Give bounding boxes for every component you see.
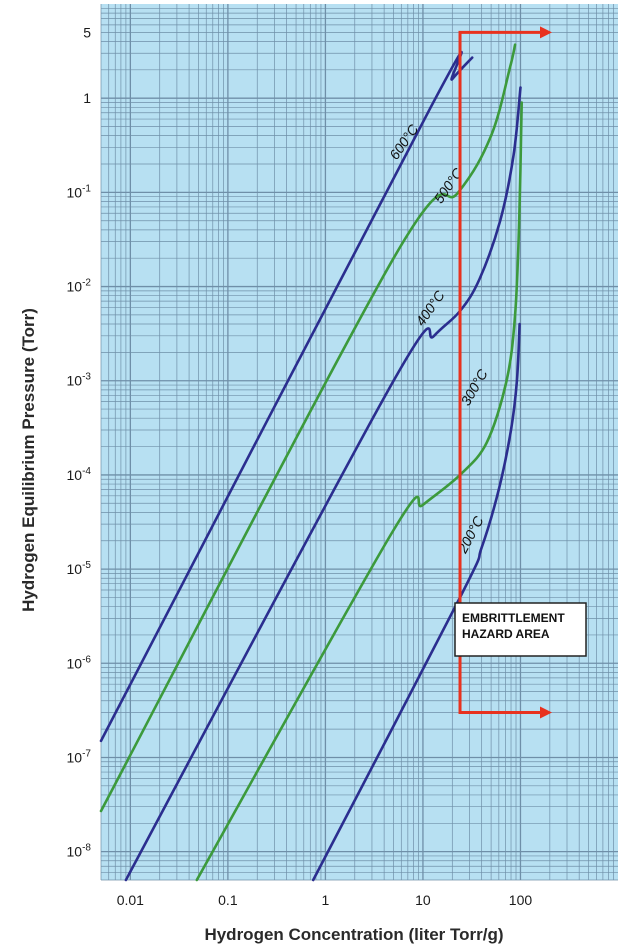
series-line [195, 101, 523, 882]
y-tick-label: 10-5 [67, 560, 92, 577]
hazard-label-line: HAZARD AREA [462, 627, 550, 641]
hazard-arrow-top [540, 26, 552, 39]
hazard-box [454, 602, 587, 657]
series-line [311, 322, 521, 882]
grid-lines [100, 4, 618, 881]
hazard-region [458, 26, 552, 719]
y-tick-label: 10-2 [67, 278, 92, 295]
x-tick-label: 100 [509, 892, 533, 908]
hazard-bracket-line [458, 30, 540, 715]
hazard-label-line: EMBRITTLEMENT [462, 611, 565, 625]
x-tick-label: 10 [415, 892, 431, 908]
data-series [99, 43, 523, 882]
series-line [99, 50, 474, 743]
x-tick-label: 0.01 [117, 892, 144, 908]
y-tick-labels: 5 1 10-1 10-2 10-3 10-4 10-5 10-6 10-7 10-8 [67, 24, 92, 859]
y-tick-label: 10-7 [67, 748, 92, 765]
y-tick-label: 10-8 [67, 843, 92, 860]
y-tick-label: 1 [83, 90, 91, 106]
series-line [99, 43, 517, 813]
y-tick-label: 10-6 [67, 654, 92, 671]
series-line [124, 86, 522, 882]
hazard-label-box: EMBRITTLEMENT HAZARD AREA [454, 602, 587, 657]
x-tick-labels: 0.01 0.1 1 10 100 [117, 892, 533, 908]
hazard-arrow-bottom [540, 706, 552, 719]
y-tick-label: 10-3 [67, 372, 92, 389]
x-tick-label: 0.1 [218, 892, 238, 908]
y-tick-label: 10-1 [67, 183, 92, 200]
x-axis-title: Hydrogen Concentration (liter Torr/g) [204, 925, 503, 944]
y-tick-label: 10-4 [67, 466, 92, 483]
y-tick-label: 5 [83, 24, 91, 40]
x-tick-label: 1 [322, 892, 330, 908]
y-axis-title: Hydrogen Equilibrium Pressure (Torr) [19, 308, 38, 612]
